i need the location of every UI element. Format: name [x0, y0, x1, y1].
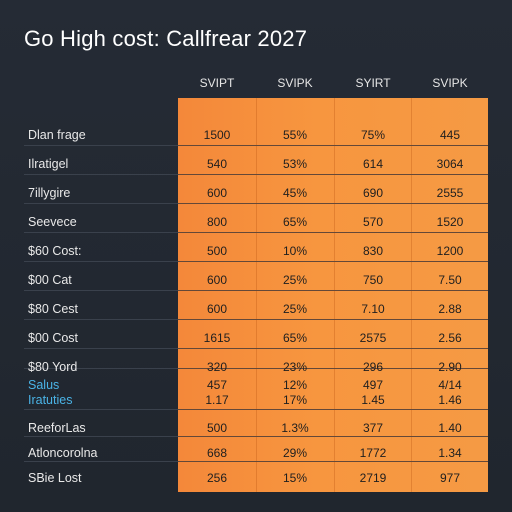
table-cell: 977: [439, 471, 461, 485]
row-separator: [24, 436, 488, 437]
table-cell: 600: [206, 186, 228, 200]
row-separator: [24, 461, 488, 462]
table-cell: 614: [362, 157, 384, 171]
table-cell: 55%: [282, 128, 308, 142]
highlight-panel: [178, 98, 488, 492]
table-cell: 25%: [282, 302, 308, 316]
table-cell: 540: [206, 157, 228, 171]
table-cell: 10%: [282, 244, 308, 258]
row-separator: [178, 232, 488, 233]
table-cell: 830: [362, 244, 384, 258]
table-cell: 2.56: [438, 331, 462, 345]
row-separator: [178, 436, 488, 437]
table-cell: 7.50: [438, 273, 462, 287]
row-separator: [24, 319, 488, 320]
table-cell: 500: [206, 421, 228, 435]
row-label: 7illygire: [28, 186, 71, 200]
table-cell: 497 1.45: [361, 378, 385, 407]
row-separator: [24, 174, 488, 175]
row-label: $80 Yord: [28, 360, 78, 374]
table-cell: 457 1.17: [205, 378, 229, 407]
table-cell: 296: [362, 360, 384, 374]
table-cell: 600: [206, 302, 228, 316]
column-header: SYIRT: [355, 76, 391, 90]
row-label: $60 Cost:: [28, 244, 82, 258]
row-separator: [178, 145, 488, 146]
table-cell: 65%: [282, 331, 308, 345]
table-cell: 1615: [203, 331, 231, 345]
table-cell: 65%: [282, 215, 308, 229]
column-header: SVIPT: [199, 76, 235, 90]
table-cell: 75%: [360, 128, 386, 142]
table-cell: 1.34: [438, 446, 462, 460]
table-cell: 690: [362, 186, 384, 200]
table-cell: 1520: [436, 215, 464, 229]
table-cell: 377: [362, 421, 384, 435]
row-label: Ilratigel: [28, 157, 69, 171]
table-cell: 445: [439, 128, 461, 142]
row-separator: [24, 203, 488, 204]
panel-divider: [334, 98, 335, 492]
table-cell: 7.10: [361, 302, 385, 316]
row-label: $00 Cost: [28, 331, 79, 345]
table-cell: 500: [206, 244, 228, 258]
row-label: $80 Cest: [28, 302, 79, 316]
table-cell: 23%: [282, 360, 308, 374]
table-cell: 53%: [282, 157, 308, 171]
row-separator: [178, 319, 488, 320]
table-cell: 256: [206, 471, 228, 485]
table-cell: 600: [206, 273, 228, 287]
table-cell: 2.90: [438, 360, 462, 374]
row-separator: [178, 203, 488, 204]
row-separator: [24, 290, 488, 291]
table-cell: 15%: [282, 471, 308, 485]
row-label: Atloncorolna: [28, 446, 98, 460]
row-separator: [178, 348, 488, 349]
table-cell: 2575: [359, 331, 387, 345]
table-cell: 45%: [282, 186, 308, 200]
row-separator: [178, 174, 488, 175]
row-separator: [24, 409, 488, 410]
chart-title: Go High cost: Callfrear 2027: [24, 26, 308, 51]
table-cell: 750: [362, 273, 384, 287]
table-cell: 1.40: [438, 421, 462, 435]
table-cell: 2.88: [438, 302, 462, 316]
row-separator: [24, 348, 488, 349]
table-cell: 320: [206, 360, 228, 374]
row-separator: [178, 368, 488, 369]
table-cell: 668: [206, 446, 228, 460]
row-label: SBie Lost: [28, 471, 82, 485]
row-separator: [178, 409, 488, 410]
table-cell: 570: [362, 215, 384, 229]
row-separator: [24, 232, 488, 233]
table-cell: 3064: [436, 157, 464, 171]
row-label: ReeforLas: [28, 421, 86, 435]
panel-divider: [411, 98, 412, 492]
panel-divider: [256, 98, 257, 492]
row-separator: [24, 145, 488, 146]
table-cell: 1500: [203, 128, 231, 142]
row-label: Salus Iratuties: [28, 378, 73, 407]
table-cell: 12% 17%: [282, 378, 308, 407]
table-cell: 4/14 1.46: [438, 378, 462, 407]
table-cell: 25%: [282, 273, 308, 287]
row-separator: [178, 261, 488, 262]
table-cell: 800: [206, 215, 228, 229]
row-separator: [178, 290, 488, 291]
table-cell: 1.3%: [281, 421, 309, 435]
table-cell: 2555: [436, 186, 464, 200]
row-separator: [24, 368, 488, 369]
table-cell: 2719: [359, 471, 387, 485]
column-header: SVIPK: [432, 76, 468, 90]
table-cell: 1200: [436, 244, 464, 258]
column-header: SVIPK: [277, 76, 313, 90]
row-label: Dlan frage: [28, 128, 86, 142]
table-cell: 29%: [282, 446, 308, 460]
row-separator: [24, 261, 488, 262]
row-label: $00 Cat: [28, 273, 72, 287]
row-label: Seevece: [28, 215, 77, 229]
row-separator: [178, 461, 488, 462]
table-cell: 1772: [359, 446, 387, 460]
